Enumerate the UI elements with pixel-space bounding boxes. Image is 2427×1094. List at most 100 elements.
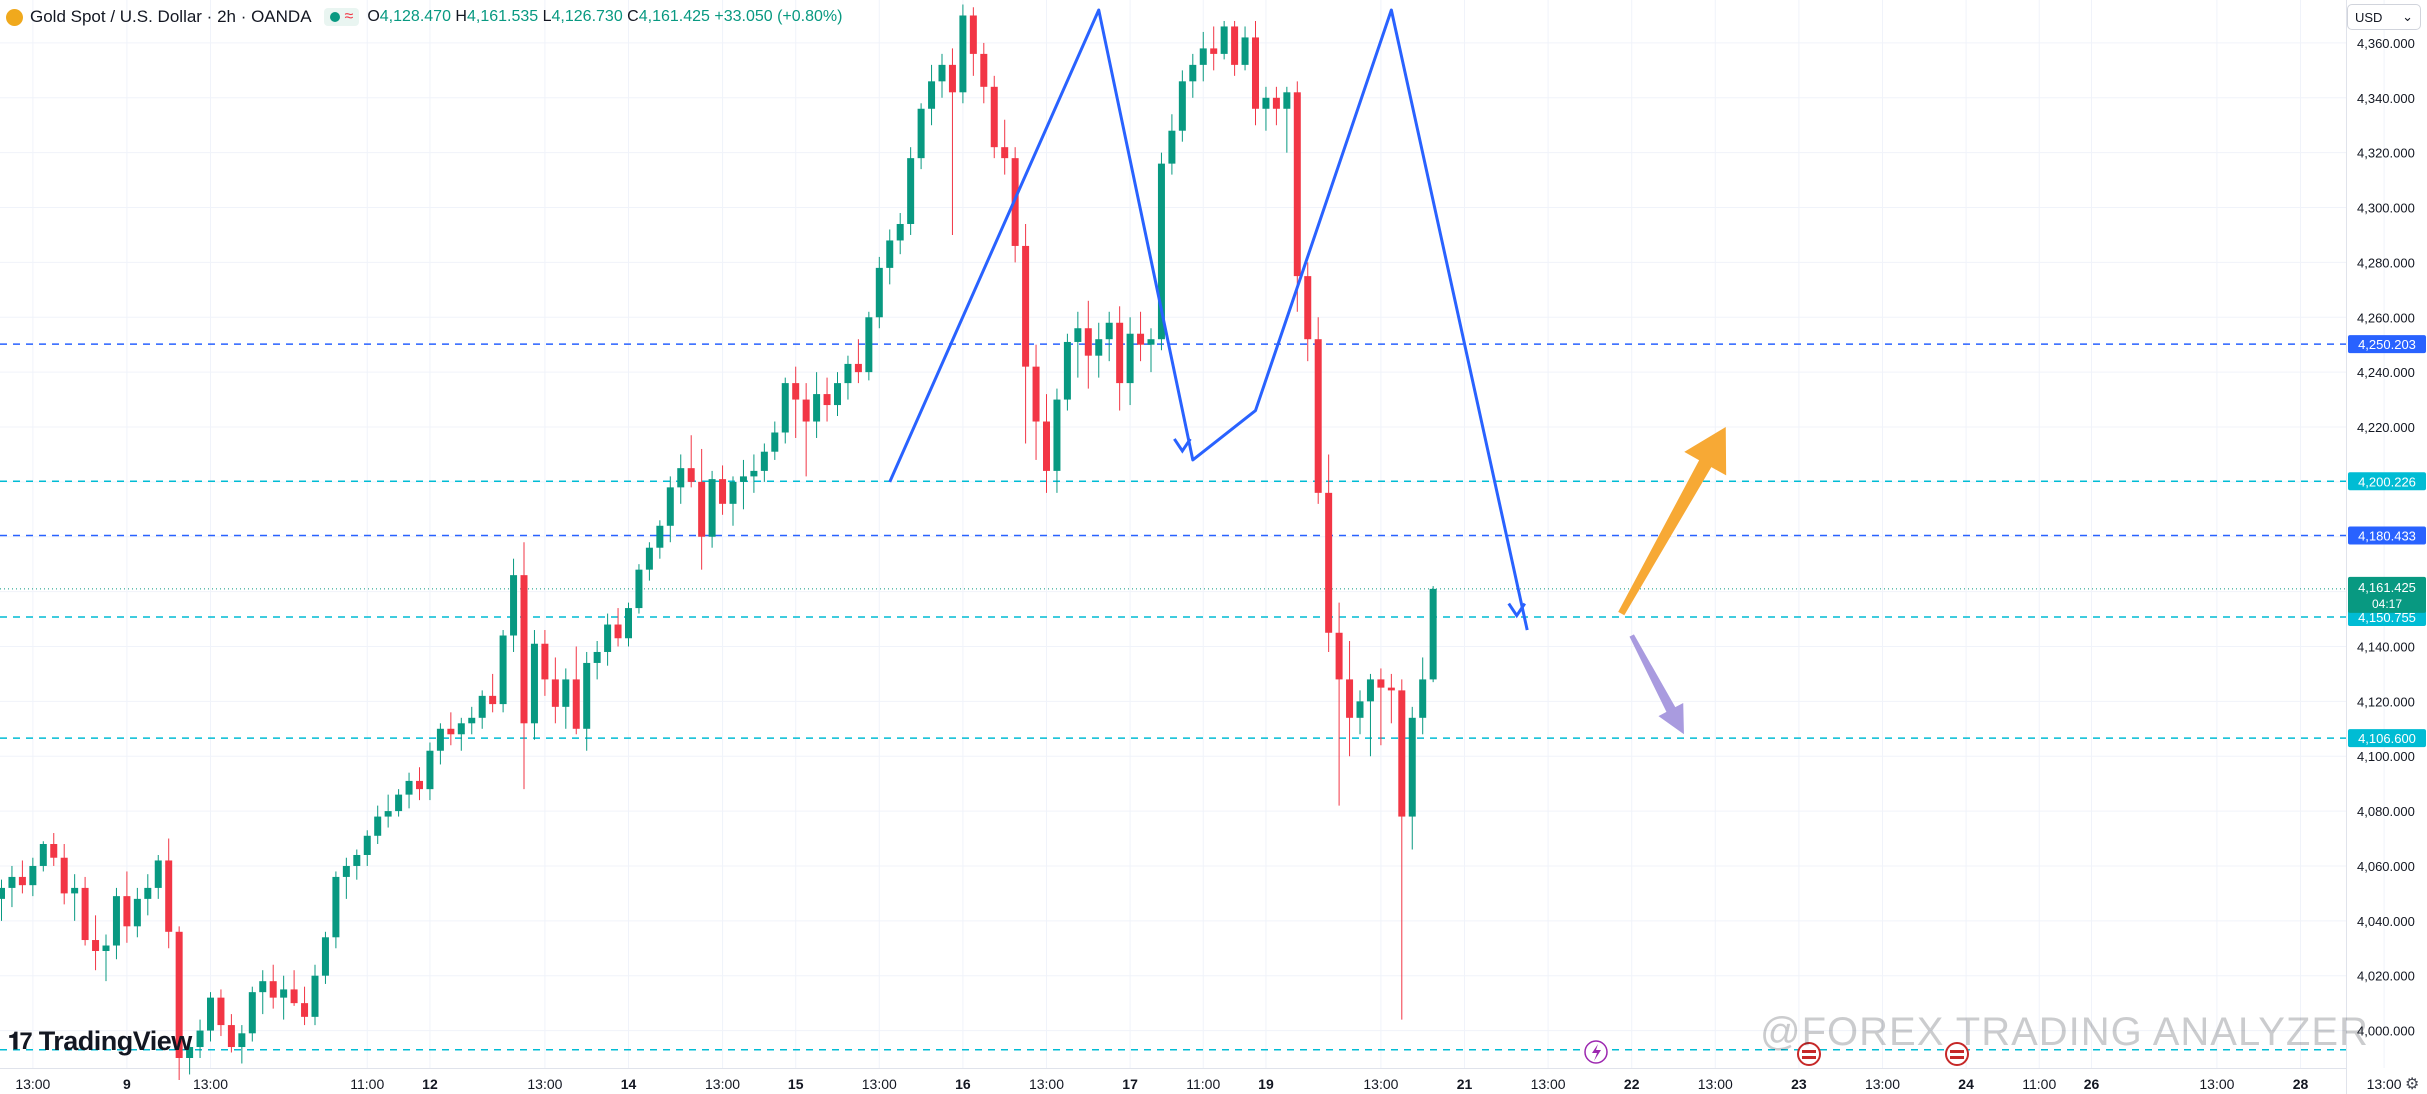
time-tick-label: 11:00 [2022,1076,2056,1092]
price-tick-label: 4,280.000 [2357,255,2415,270]
candle-body [447,728,455,735]
brand-name: TradingView [38,1026,193,1056]
open-label: O [367,8,380,25]
candle-body [1053,399,1061,471]
time-tick-label: 11:00 [1186,1076,1220,1092]
candle-body [1283,92,1291,109]
gold-coin-icon[interactable] [6,8,23,26]
high-value: 4,161.535 [466,8,539,25]
level-price-badge [2348,335,2426,354]
price-tick-label: 4,140.000 [2357,639,2415,654]
candle-body [248,992,256,1034]
candle-body [468,717,476,724]
candle-body [854,363,862,373]
level-price-label: 4,180.433 [2358,529,2416,544]
candle-body [719,479,727,504]
candle-body [436,728,444,751]
time-axis: 13:00 9 13:00 11:00 12 13:00 14 13:00 15 13:00 16 1… [15,1076,2401,1092]
candle-body [395,794,403,812]
candle-body [520,575,528,724]
candle-body [1084,328,1092,356]
settings-gear-icon[interactable]: ⚙ [2405,1076,2420,1093]
price-tick-label: 4,120.000 [2357,694,2415,709]
candle-body [175,931,183,1058]
candle-body [875,267,883,318]
candle-body [112,896,120,946]
candle-body [81,887,89,941]
candle-body [342,865,350,877]
candle-body [1063,341,1071,400]
candle-body [269,981,277,998]
currency-label: USD [2355,9,2383,25]
candle-body [1168,130,1176,164]
tradingview-logo[interactable]: 𝟏7 TradingView [8,1026,192,1057]
price-tick-label: 4,060.000 [2357,859,2415,874]
candle-body [92,940,100,952]
time-tick-label: 13:00 [862,1076,897,1092]
candle-body [928,81,936,109]
candle-body [238,1033,246,1048]
time-tick-label: 14 [621,1076,637,1092]
time-tick-label: 13:00 [705,1076,740,1092]
price-tick-label: 4,000.000 [2357,1024,2415,1039]
last-price-label: 4,161.425 [2358,580,2416,595]
candle-body [917,108,925,159]
time-tick-label: 13:00 [1698,1076,1733,1092]
candle-body [499,635,507,705]
level-price-badge [2348,729,2426,748]
price-tick-label: 4,360.000 [2357,36,2415,51]
candle-body [186,1047,194,1058]
candle-body [666,487,674,526]
candle-body [227,1025,235,1048]
time-tick-label: 13:00 [1363,1076,1398,1092]
level-price-label: 4,250.203 [2358,337,2416,352]
time-tick-label: 21 [1457,1076,1473,1092]
time-tick-label: 13:00 [193,1076,228,1092]
time-tick-label: 13:00 [1531,1076,1566,1092]
us-flag-event-icon [1945,1042,1969,1066]
candle-body [0,887,5,899]
candle-body [1105,322,1113,340]
candle-body [1398,690,1406,817]
candle-body [301,1003,309,1017]
price-axis: 4,360.000 4,340.000 4,320.000 4,300.000 4,28… [2348,36,2426,1039]
currency-selector[interactable]: USD ⌄ [2347,4,2421,30]
candle-body [1335,632,1343,680]
candle-body [886,240,894,268]
time-tick-label: 13:00 [1029,1076,1064,1092]
candle-body [656,525,664,548]
candle-body [562,679,570,707]
market-status[interactable]: ≈ [323,8,360,26]
flag-stripe [1950,1056,1964,1059]
candle-body [1429,588,1437,680]
flag-stripe [1802,1050,1816,1053]
candle-body [123,896,131,927]
candle-body [259,981,267,993]
candle-body [729,481,737,504]
candle-body [133,898,141,927]
candle-body [1241,37,1249,65]
level-price-badge [2348,472,2426,491]
time-tick-label: 13:00 [1865,1076,1900,1092]
symbol-legend: Gold Spot / U.S. Dollar · 2h · OANDA ≈ O… [6,4,842,30]
candle-body [1220,26,1228,54]
symbol-title[interactable]: Gold Spot / U.S. Dollar · 2h · OANDA [30,7,312,26]
candle-body [698,481,706,537]
tradingview-logo-icon: 𝟏7 [8,1027,33,1055]
candle-body [771,432,779,452]
open-value: 4,128.470 [379,8,451,25]
candle-body [1022,245,1030,367]
us-flag-event-icon [1797,1042,1821,1066]
event-markers [1584,1040,1969,1066]
price-tick-label: 4,240.000 [2357,365,2415,380]
flag-stripe [1802,1056,1816,1059]
candle-body [196,1030,204,1048]
candle-body [50,844,58,858]
time-tick-label: 24 [1958,1076,1974,1092]
bullish-projection-arrow [1618,427,1727,616]
candle-body [969,15,977,54]
price-tick-label: 4,300.000 [2357,201,2415,216]
last-price-badge [2348,576,2426,613]
candle-body [478,695,486,718]
